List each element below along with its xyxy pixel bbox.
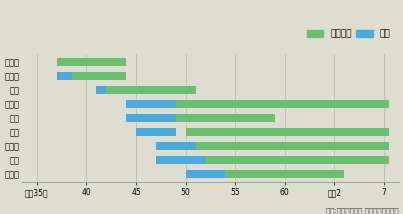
Bar: [96, 86, 106, 94]
Bar: [136, 128, 176, 136]
Bar: [186, 170, 225, 178]
Text: 資料:建設省「図説 首都圏の水事情」: 資料:建設省「図説 首都圏の水事情」: [326, 207, 399, 214]
Bar: [57, 72, 126, 80]
Bar: [126, 114, 176, 122]
Bar: [225, 170, 344, 178]
Legend: 実施調査, 建設: 実施調査, 建設: [303, 26, 394, 42]
Bar: [166, 100, 389, 108]
Bar: [126, 100, 176, 108]
Bar: [176, 114, 275, 122]
Bar: [186, 128, 389, 136]
Bar: [57, 58, 126, 66]
Bar: [206, 156, 389, 164]
Bar: [156, 142, 195, 150]
Bar: [156, 156, 206, 164]
Bar: [57, 72, 72, 80]
Bar: [195, 142, 389, 150]
Bar: [96, 86, 195, 94]
